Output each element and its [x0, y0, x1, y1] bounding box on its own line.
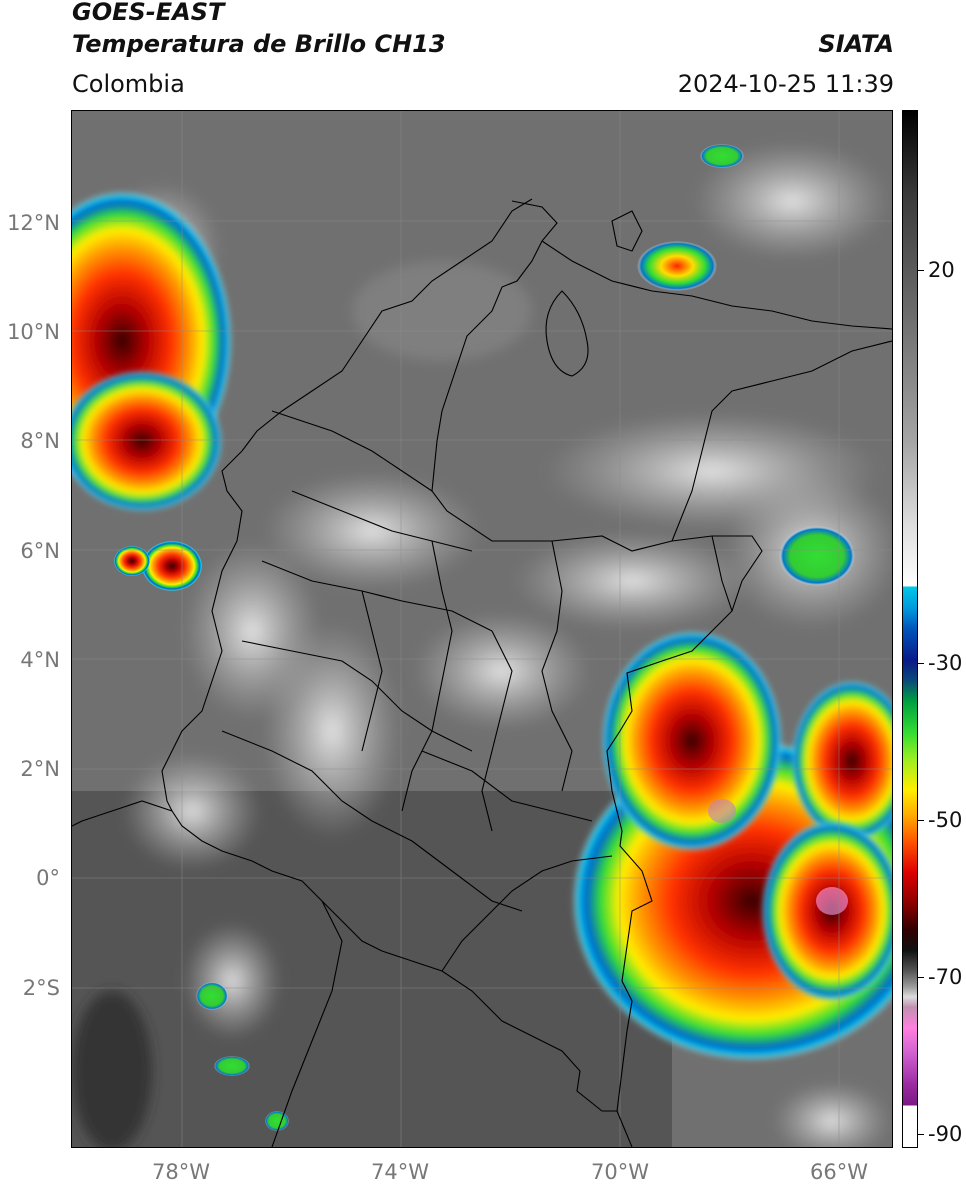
storm-cells: [72, 144, 892, 1131]
colorbar-tick-20: [918, 270, 924, 271]
colorbar-label-minus30: -30: [928, 651, 963, 675]
map-canvas: [72, 111, 892, 1147]
colorbar-tick-minus50: [918, 820, 924, 821]
lat-label-4n: 4°N: [20, 648, 60, 672]
lon-label-70w: 70°W: [591, 1160, 649, 1184]
product-title: Temperatura de Brillo CH13: [72, 30, 446, 58]
colorbar-label-minus50: -50: [928, 808, 963, 832]
lon-label-78w: 78°W: [152, 1160, 210, 1184]
colorbar-label-minus90: -90: [928, 1122, 963, 1146]
brand-label: SIATA: [818, 30, 894, 58]
lat-label-2n: 2°N: [20, 757, 60, 781]
lon-label-66w: 66°W: [810, 1160, 868, 1184]
lat-label-0: 0°: [36, 866, 60, 890]
lat-label-8n: 8°N: [20, 429, 60, 453]
borders: [72, 198, 892, 1147]
colorbar-tick-minus30: [918, 663, 924, 664]
lon-label-74w: 74°W: [371, 1160, 429, 1184]
lat-label-6n: 6°N: [20, 539, 60, 563]
graticule: [72, 111, 892, 1147]
lat-label-10n: 10°N: [7, 320, 60, 344]
colorbar-label-minus70: -70: [928, 965, 963, 989]
cloud-texture: [72, 141, 892, 1147]
satellite-map[interactable]: [71, 110, 893, 1148]
colorbar-tick-minus90: [918, 1134, 924, 1135]
region-label: Colombia: [72, 70, 185, 98]
datetime-label: 2024-10-25 11:39: [677, 70, 894, 98]
colorbar-label-20: 20: [928, 258, 955, 282]
satellite-title: GOES-EAST: [72, 0, 225, 26]
lat-label-2s: 2°S: [22, 976, 60, 1000]
colorbar: [902, 110, 918, 1148]
lat-label-12n: 12°N: [7, 211, 60, 235]
colorbar-tick-minus70: [918, 977, 924, 978]
